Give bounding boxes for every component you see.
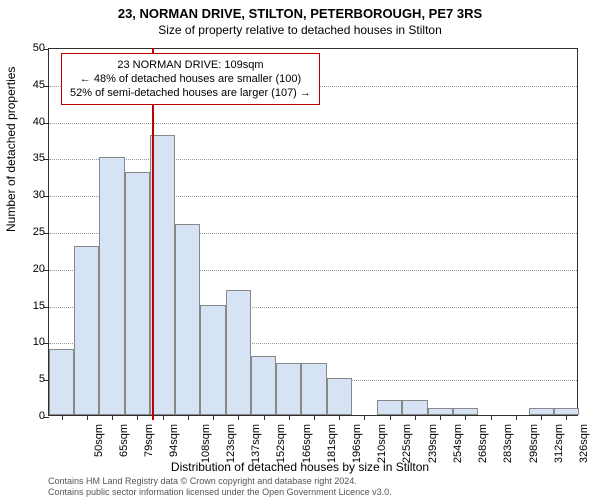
chart-title-main: 23, NORMAN DRIVE, STILTON, PETERBOROUGH,… [0, 0, 600, 21]
callout-box: 23 NORMAN DRIVE: 109sqm← 48% of detached… [61, 53, 320, 105]
y-tick-label: 5 [15, 373, 45, 385]
x-tick-label: 196sqm [351, 424, 363, 463]
callout-line-1: 23 NORMAN DRIVE: 109sqm [70, 58, 311, 72]
x-tick-label: 123sqm [225, 424, 237, 463]
bar [554, 408, 579, 415]
bar [251, 356, 276, 415]
callout-line-2: ← 48% of detached houses are smaller (10… [70, 72, 311, 86]
x-tick-label: 254sqm [452, 424, 464, 463]
callout-line-3: 52% of semi-detached houses are larger (… [70, 86, 311, 100]
bar [175, 224, 200, 415]
bar [327, 378, 352, 415]
x-tick-label: 50sqm [93, 424, 105, 457]
bar [74, 246, 99, 415]
chart-title-sub: Size of property relative to detached ho… [0, 21, 600, 37]
x-tick-label: 268sqm [477, 424, 489, 463]
y-tick-label: 40 [15, 116, 45, 128]
bar [200, 305, 225, 415]
y-tick-label: 0 [15, 410, 45, 422]
x-tick-label: 166sqm [301, 424, 313, 463]
footer-line-2: Contains public sector information licen… [48, 487, 392, 498]
y-tick-label: 10 [15, 336, 45, 348]
chart-plot-area: 23 NORMAN DRIVE: 109sqm← 48% of detached… [48, 48, 578, 416]
y-tick-label: 30 [15, 189, 45, 201]
x-tick-label: 225sqm [402, 424, 414, 463]
x-tick-label: 65sqm [118, 424, 130, 457]
bar [529, 408, 554, 415]
y-tick-label: 15 [15, 300, 45, 312]
x-tick-label: 326sqm [578, 424, 590, 463]
y-tick-label: 35 [15, 152, 45, 164]
bar [377, 400, 402, 415]
x-tick-label: 283sqm [503, 424, 515, 463]
x-tick-label: 312sqm [553, 424, 565, 463]
x-tick-label: 108sqm [200, 424, 212, 463]
bar [99, 157, 124, 415]
footer-line-1: Contains HM Land Registry data © Crown c… [48, 476, 392, 487]
bar [428, 408, 453, 415]
bar [49, 349, 74, 415]
bar [125, 172, 150, 415]
y-tick-label: 50 [15, 42, 45, 54]
bar [453, 408, 478, 415]
x-tick-label: 137sqm [250, 424, 262, 463]
x-tick-label: 298sqm [528, 424, 540, 463]
x-tick-label: 210sqm [376, 424, 388, 463]
bar [276, 363, 301, 415]
x-tick-label: 79sqm [143, 424, 155, 457]
bar [402, 400, 427, 415]
y-tick-label: 20 [15, 263, 45, 275]
x-tick-label: 152sqm [275, 424, 287, 463]
y-tick-label: 25 [15, 226, 45, 238]
bar [301, 363, 326, 415]
chart-footer: Contains HM Land Registry data © Crown c… [48, 476, 392, 498]
x-tick-label: 181sqm [326, 424, 338, 463]
x-tick-label: 94sqm [168, 424, 180, 457]
bar [226, 290, 251, 415]
x-tick-label: 239sqm [427, 424, 439, 463]
y-axis-label: Number of detached properties [4, 67, 18, 232]
y-tick-label: 45 [15, 79, 45, 91]
